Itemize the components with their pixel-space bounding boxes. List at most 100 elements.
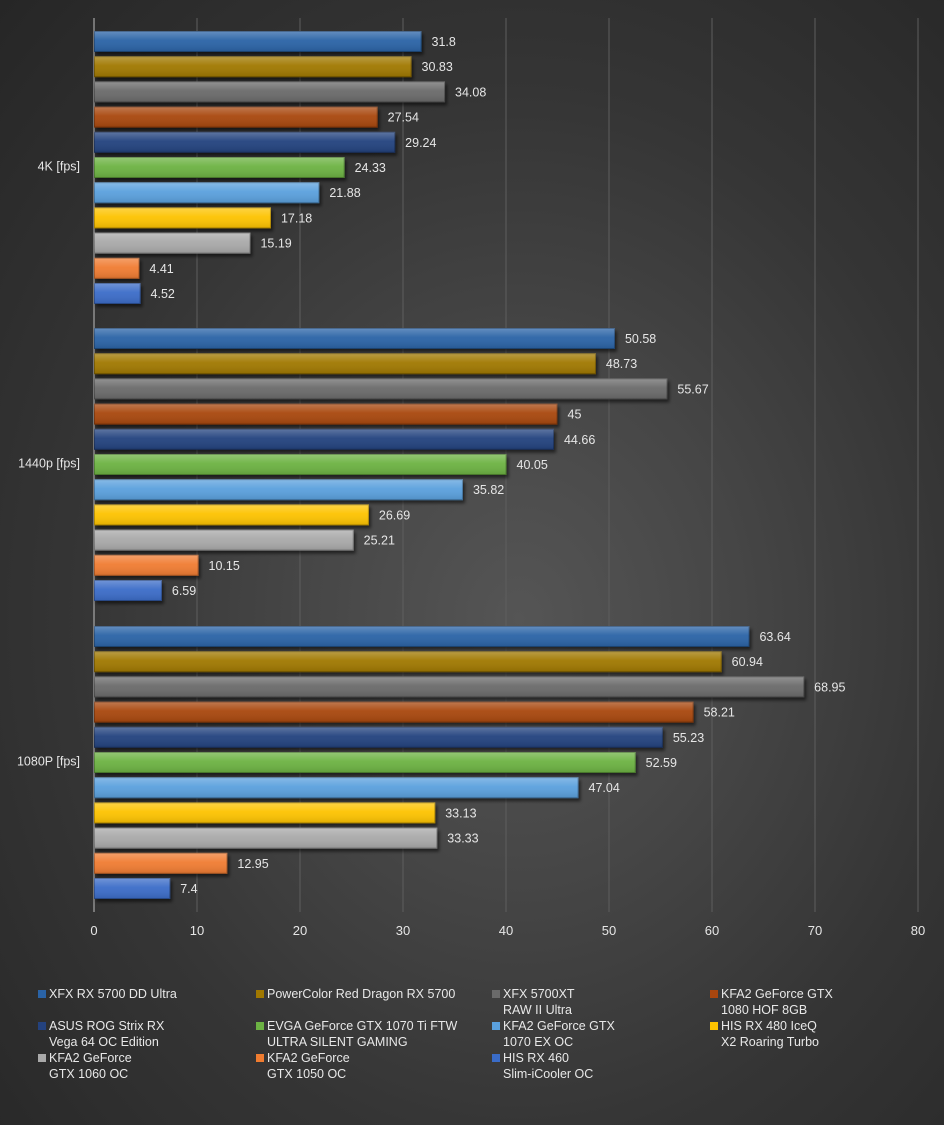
bar-outline <box>94 802 436 824</box>
bar-outline <box>94 479 463 501</box>
bar-outline <box>94 182 320 204</box>
legend-label: XFX 5700XT RAW II Ultra <box>503 987 575 1017</box>
data-label: 55.67 <box>677 382 708 396</box>
data-label: 30.83 <box>422 60 453 74</box>
data-label: 48.73 <box>606 357 637 371</box>
data-label: 7.4 <box>180 882 197 896</box>
bar-outline <box>94 283 141 304</box>
legend-label: EVGA GeForce GTX 1070 Ti FTW ULTRA SILEN… <box>267 1019 458 1049</box>
bar-highlight <box>94 777 579 799</box>
bar <box>94 676 805 698</box>
bar-highlight <box>94 701 694 723</box>
legend-label: KFA2 GeForce GTX 1070 EX OC <box>503 1019 615 1049</box>
bar <box>94 182 320 204</box>
bar <box>94 106 378 128</box>
legend-swatch-icon <box>256 1054 264 1062</box>
bar <box>94 878 171 899</box>
legend-label: KFA2 GeForce GTX 1050 OC <box>267 1051 350 1081</box>
category-label: 1440p [fps] <box>18 457 80 471</box>
bar-outline <box>94 232 251 254</box>
legend-item: HIS RX 480 IceQ X2 Roaring Turbo <box>710 1018 910 1050</box>
legend-label: HIS RX 480 IceQ X2 Roaring Turbo <box>721 1019 819 1049</box>
data-label: 55.23 <box>673 731 704 745</box>
data-label: 26.69 <box>379 508 410 522</box>
bar <box>94 157 345 178</box>
bar-highlight <box>94 827 438 849</box>
bar-highlight <box>94 676 805 698</box>
bar <box>94 207 271 229</box>
data-label: 47.04 <box>589 781 620 795</box>
bar <box>94 701 694 723</box>
bar-outline <box>94 726 663 748</box>
bar-highlight <box>94 353 596 375</box>
bar-outline <box>94 81 446 103</box>
legend-label: PowerColor Red Dragon RX 5700 <box>267 987 456 1001</box>
x-tick-label: 50 <box>602 923 616 938</box>
bar-highlight <box>94 182 320 204</box>
bar-highlight <box>94 31 422 52</box>
bar-highlight <box>94 378 668 400</box>
x-tick-label: 40 <box>499 923 513 938</box>
legend-swatch-icon <box>38 1054 46 1062</box>
bar-highlight <box>94 207 271 229</box>
bar-outline <box>94 580 162 601</box>
bar-outline <box>94 554 199 576</box>
x-tick-label: 60 <box>705 923 719 938</box>
legend-label: KFA2 GeForce GTX 1080 HOF 8GB <box>721 987 833 1017</box>
bar-outline <box>94 752 636 773</box>
x-tick-label: 30 <box>396 923 410 938</box>
bar-outline <box>94 529 354 551</box>
bar <box>94 257 140 279</box>
bar-highlight <box>94 529 354 551</box>
bar <box>94 328 615 349</box>
bar-highlight <box>94 554 199 576</box>
x-tick-label: 20 <box>293 923 307 938</box>
bar-highlight <box>94 81 446 103</box>
bar <box>94 479 463 501</box>
bar-outline <box>94 626 750 647</box>
legend-swatch-icon <box>492 1054 500 1062</box>
bar-highlight <box>94 106 378 128</box>
bar-highlight <box>94 283 141 304</box>
bar-highlight <box>94 504 369 526</box>
bar <box>94 726 663 748</box>
legend-label: KFA2 GeForce GTX 1060 OC <box>49 1051 132 1081</box>
bar <box>94 131 396 153</box>
bar-outline <box>94 353 596 375</box>
legend-item: PowerColor Red Dragon RX 5700 <box>256 986 492 1018</box>
bar-outline <box>94 827 438 849</box>
bar-outline <box>94 454 507 475</box>
bar <box>94 626 750 647</box>
legend-swatch-icon <box>492 1022 500 1030</box>
bar <box>94 554 199 576</box>
bar-highlight <box>94 852 228 874</box>
bar <box>94 529 354 551</box>
bar-highlight <box>94 56 412 78</box>
bar <box>94 283 141 304</box>
bar-highlight <box>94 428 554 450</box>
bar-outline <box>94 701 694 723</box>
bar-highlight <box>94 232 251 254</box>
bar-highlight <box>94 257 140 279</box>
category-labels: 4K [fps] 1440p [fps] 1080P [fps] <box>17 160 80 769</box>
bar-highlight <box>94 626 750 647</box>
bar-outline <box>94 428 554 450</box>
data-label: 21.88 <box>329 186 360 200</box>
legend: XFX RX 5700 DD Ultra PowerColor Red Drago… <box>38 986 918 1082</box>
bar <box>94 752 636 773</box>
bar <box>94 81 446 103</box>
data-label: 31.8 <box>432 35 456 49</box>
bar <box>94 454 507 475</box>
data-label: 12.95 <box>237 857 268 871</box>
legend-label: XFX RX 5700 DD Ultra <box>49 987 177 1001</box>
bar <box>94 403 558 425</box>
bar-outline <box>94 852 228 874</box>
data-label: 52.59 <box>646 756 677 770</box>
bar-highlight <box>94 328 615 349</box>
x-tick-label: 10 <box>190 923 204 938</box>
data-label: 68.95 <box>814 680 845 694</box>
bar-highlight <box>94 479 463 501</box>
bar-outline <box>94 56 412 78</box>
